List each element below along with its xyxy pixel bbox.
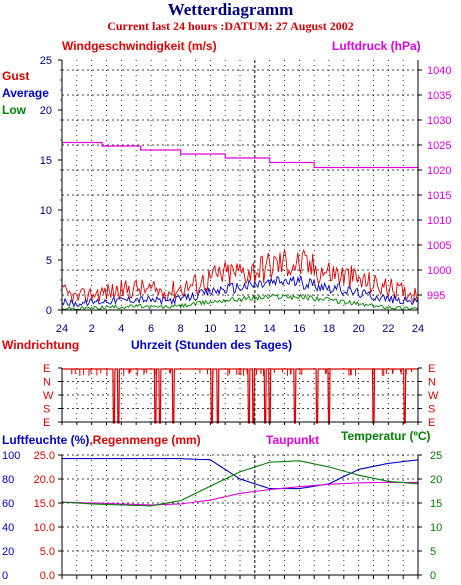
humidity-tick-label: 80: [2, 474, 14, 486]
left-tick-label: 20: [40, 105, 52, 117]
rain-tick-label: 10.0: [34, 522, 55, 534]
x-tick-label: 6: [148, 323, 154, 335]
chart3-axes: 0.0 0 5.0 20 10.0 40 15.0 60 20.0 80 25.0 100 0 5 10 15…: [2, 450, 442, 582]
humidity-tick-label: 20: [2, 546, 14, 558]
chart3-grid: [61, 454, 419, 576]
legend-low: Low: [2, 103, 27, 117]
x-tick-label: 24: [56, 323, 68, 335]
chart3-left-ylabel-humidity: Luftfeuchte (%),Regenmenge (mm): [2, 433, 201, 447]
left-tick-label: 10: [40, 205, 52, 217]
chart1-left-ylabel: Windgeschwindigkeit (m/s): [62, 39, 217, 53]
rain-tick-label: 20.0: [34, 474, 55, 486]
x-tick-label: 24: [412, 323, 424, 335]
direction-tick-right: E: [428, 363, 435, 375]
left-tick-label: 15: [40, 155, 52, 167]
temperature-tick-label: 20: [430, 474, 442, 486]
page-subtitle: Current last 24 hours :DATUM: 27 August …: [107, 19, 354, 33]
chart2-title: Windrichtung: [2, 338, 79, 352]
series-windrichtung: [62, 368, 418, 424]
page-title: Wetterdiagramm: [167, 0, 294, 19]
x-tick-label: 20: [353, 323, 365, 335]
series-temperatur: [61, 460, 419, 507]
series-average: [61, 275, 419, 308]
temperature-tick-label: 5: [430, 546, 436, 558]
x-tick-label: 10: [204, 323, 216, 335]
right-tick-label: 1005: [427, 240, 451, 252]
chart2-series: [62, 368, 418, 424]
rain-tick-label: 5.0: [40, 546, 55, 558]
right-tick-label: 1025: [427, 140, 451, 152]
humidity-tick-label: 0: [2, 570, 8, 582]
chart3-series: [61, 458, 419, 576]
x-tick-label: 12: [234, 323, 246, 335]
x-tick-label: 4: [118, 323, 124, 335]
series-luftdruck: [62, 141, 418, 169]
legend-gust: Gust: [2, 69, 29, 83]
direction-tick-left: S: [43, 404, 50, 416]
series-gust: [61, 248, 419, 304]
left-tick-label: 0: [46, 305, 52, 317]
chart1-axes: 0510152025995100010051010101510201025103…: [40, 55, 452, 335]
temperature-tick-label: 25: [430, 450, 442, 462]
right-tick-label: 1040: [427, 65, 451, 77]
x-tick-label: 18: [323, 323, 335, 335]
direction-tick-left: E: [43, 363, 50, 375]
direction-tick-right: E: [428, 417, 435, 429]
chart2-axes: E EN NW WS SE E: [43, 363, 439, 429]
right-tick-label: 1010: [427, 215, 451, 227]
chart1-right-ylabel: Luftdruck (hPa): [332, 39, 421, 53]
rain-tick-label: 15.0: [34, 498, 55, 510]
humidity-tick-label: 40: [2, 522, 14, 534]
legend-taupunkt: Taupunkt: [266, 433, 319, 447]
chart3-right-ylabel: Temperatur (ºC): [341, 429, 431, 443]
right-tick-label: 1035: [427, 90, 451, 102]
series-taupunkt: [61, 481, 418, 506]
humidity-tick-label: 60: [2, 498, 14, 510]
right-tick-label: 1030: [427, 115, 451, 127]
x-tick-label: 8: [178, 323, 184, 335]
x-tick-label: 14: [264, 323, 276, 335]
temperature-tick-label: 15: [430, 498, 442, 510]
x-axis-label: Uhrzeit (Stunden des Tages): [131, 338, 292, 352]
right-tick-label: 995: [427, 290, 445, 302]
direction-tick-left: W: [43, 390, 54, 402]
right-tick-label: 1000: [427, 265, 451, 277]
series-luftfeuchte: [62, 458, 419, 490]
legend-average: Average: [2, 86, 49, 100]
temperature-tick-label: 0: [430, 570, 436, 582]
rain-tick-label: 0.0: [40, 570, 55, 582]
rain-tick-label: 25.0: [34, 450, 55, 462]
right-tick-label: 1020: [427, 165, 451, 177]
direction-tick-left: E: [43, 417, 50, 429]
humidity-tick-label: 100: [2, 450, 20, 462]
direction-tick-left: N: [43, 377, 51, 389]
right-tick-label: 1015: [427, 190, 451, 202]
direction-tick-right: S: [428, 404, 435, 416]
x-tick-label: 22: [382, 323, 394, 335]
left-tick-label: 25: [40, 55, 52, 67]
series-low: [61, 293, 419, 311]
direction-tick-right: W: [428, 390, 439, 402]
chart1-grid: [61, 60, 419, 310]
left-tick-label: 5: [46, 255, 52, 267]
x-tick-label: 2: [89, 323, 95, 335]
direction-tick-right: N: [428, 377, 436, 389]
x-tick-label: 16: [293, 323, 305, 335]
temperature-tick-label: 10: [430, 522, 442, 534]
chart1-series: [61, 141, 419, 311]
